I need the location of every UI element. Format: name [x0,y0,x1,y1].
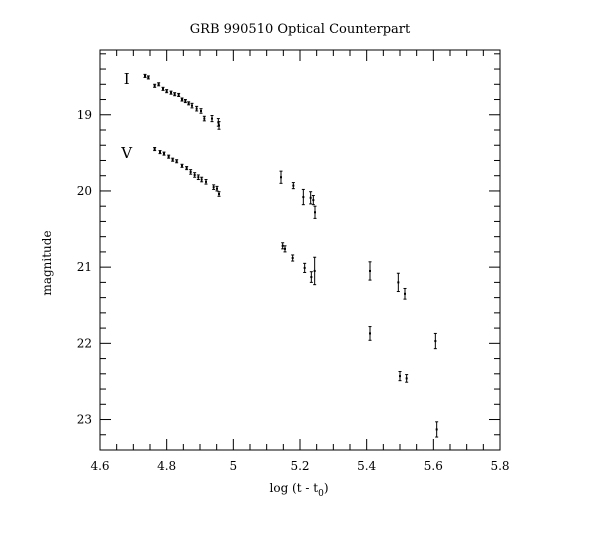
x-tick-label: 5.4 [357,459,376,473]
data-point-i [433,332,437,350]
data-point-v [281,242,285,250]
x-tick-label: 5.8 [490,459,509,473]
data-point-v [212,184,216,190]
y-tick-label: 21 [77,260,92,274]
data-point-v [196,174,200,181]
x-tick-label: 5 [230,459,238,473]
data-point-i [187,101,191,106]
data-point-v [291,254,295,262]
data-point-v [171,157,175,162]
data-point-i [313,205,317,219]
plot-frame [99,49,501,451]
y-axis-label: magnitude [40,230,54,295]
data-point-v [283,245,287,253]
data-point-v [398,371,402,382]
data-point-i [291,182,295,190]
data-point-i [177,92,181,97]
data-point-v [204,179,208,185]
data-point-i [161,86,165,91]
data-point-i [309,191,313,205]
data-point-i [143,73,147,78]
data-point-v [368,326,372,341]
y-tick-label: 23 [77,413,92,427]
x-tick-label: 5.2 [290,459,309,473]
data-point-v [153,147,157,152]
data-point-i [368,261,372,281]
data-point-v [215,185,219,192]
data-point-i [202,115,206,122]
x-tick-label: 4.8 [157,459,176,473]
axis-ticks [99,50,501,451]
data-point-i [396,272,400,293]
data-point-i [217,121,221,130]
data-point-i [190,102,194,109]
chart-title: GRB 990510 Optical Counterpart [190,22,411,37]
data-point-v [217,191,221,197]
data-point-i [210,115,214,123]
data-point-v [162,151,166,156]
data-point-i [311,195,315,206]
x-axis-label: log (t - t0) [270,481,329,499]
data-point-i [153,83,157,88]
data-point-i [169,90,173,95]
data-point-i [173,92,177,97]
data-point-i [195,105,199,112]
data-point-i [146,75,150,80]
data-point-i [157,82,161,87]
data-point-v [175,159,179,164]
y-tick-label: 20 [77,184,92,198]
data-point-i [301,188,305,206]
x-tick-label: 4.6 [90,459,109,473]
data-point-v [435,421,439,438]
data-point-v [180,163,184,168]
data-point-v [167,154,171,159]
axis-tick-labels: 4.6 4.8 5 5.2 5.4 5.6 5.8 19 20 21 22 23 [77,108,510,473]
y-tick-label: 22 [77,336,92,350]
data-point-i [279,170,283,184]
data-point-v [193,172,197,178]
data-point-i [403,287,407,300]
data-point-i [165,89,169,94]
data-point-v [189,169,193,175]
x-tick-label: 5.6 [424,459,443,473]
data-point-v [185,166,189,171]
data-point-v [405,374,409,383]
data-points [143,73,439,438]
series-labels: IV [120,70,133,162]
data-point-v [303,262,307,273]
series-label-i: I [124,70,130,88]
data-point-v [158,150,162,155]
data-point-i [183,99,187,104]
data-point-v [200,176,204,183]
data-point-v [313,256,317,286]
data-point-i [180,97,184,102]
y-tick-label: 19 [77,108,92,122]
data-point-v [309,271,313,283]
series-label-v: V [120,144,133,162]
data-point-i [199,108,203,114]
